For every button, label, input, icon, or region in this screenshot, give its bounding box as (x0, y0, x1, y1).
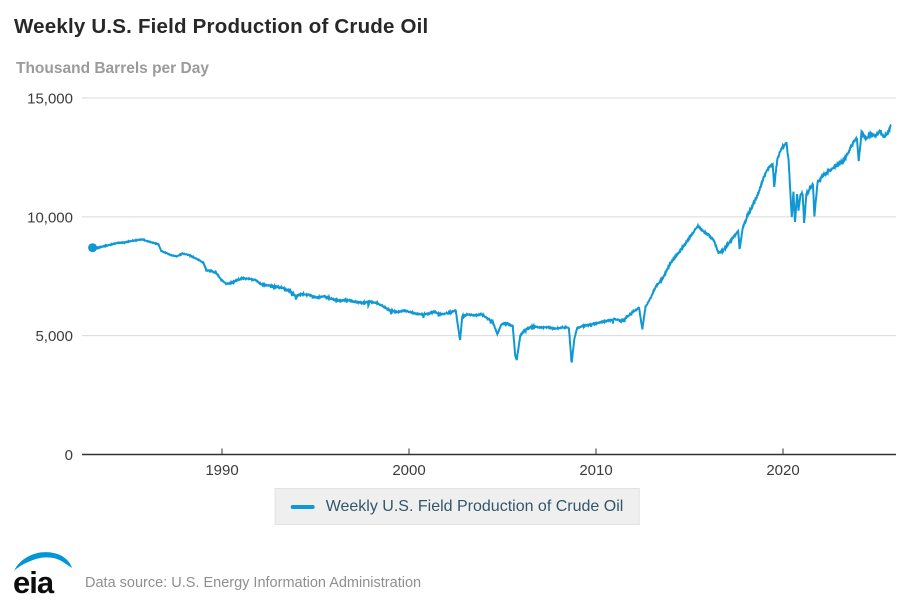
production-chart[interactable]: 0 5,000 10,000 15,000 1990 2000 2010 2020 (0, 0, 914, 482)
y-axis-label: 0 (65, 447, 73, 464)
eia-logo-text: eia (13, 565, 55, 598)
x-axis-label: 2010 (579, 462, 612, 479)
x-axis-label: 1990 (205, 462, 238, 479)
y-axis-label: 15,000 (27, 91, 73, 108)
y-axis-label: 5,000 (35, 328, 73, 345)
data-source-text: Data source: U.S. Energy Information Adm… (85, 575, 422, 591)
legend-label: Weekly U.S. Field Production of Crude Oi… (325, 497, 624, 515)
x-axis: 1990 2000 2010 2020 (82, 448, 896, 479)
series-group (88, 124, 892, 363)
legend-line-swatch-icon (290, 504, 315, 509)
production-line-series (91, 124, 892, 363)
series-start-marker (88, 243, 98, 253)
legend-item[interactable]: Weekly U.S. Field Production of Crude Oi… (274, 488, 640, 525)
y-axis-labels: 0 5,000 10,000 15,000 (27, 91, 73, 465)
eia-logo-swoosh-icon (14, 552, 72, 571)
gridlines (82, 97, 896, 337)
x-axis-label: 2000 (392, 462, 425, 479)
eia-logo: eia (13, 552, 72, 598)
page-title: Weekly U.S. Field Production of Crude Oi… (14, 15, 429, 38)
y-axis-unit-label: Thousand Barrels per Day (16, 60, 209, 77)
y-axis-label: 10,000 (27, 209, 73, 226)
x-axis-label: 2020 (766, 462, 799, 479)
